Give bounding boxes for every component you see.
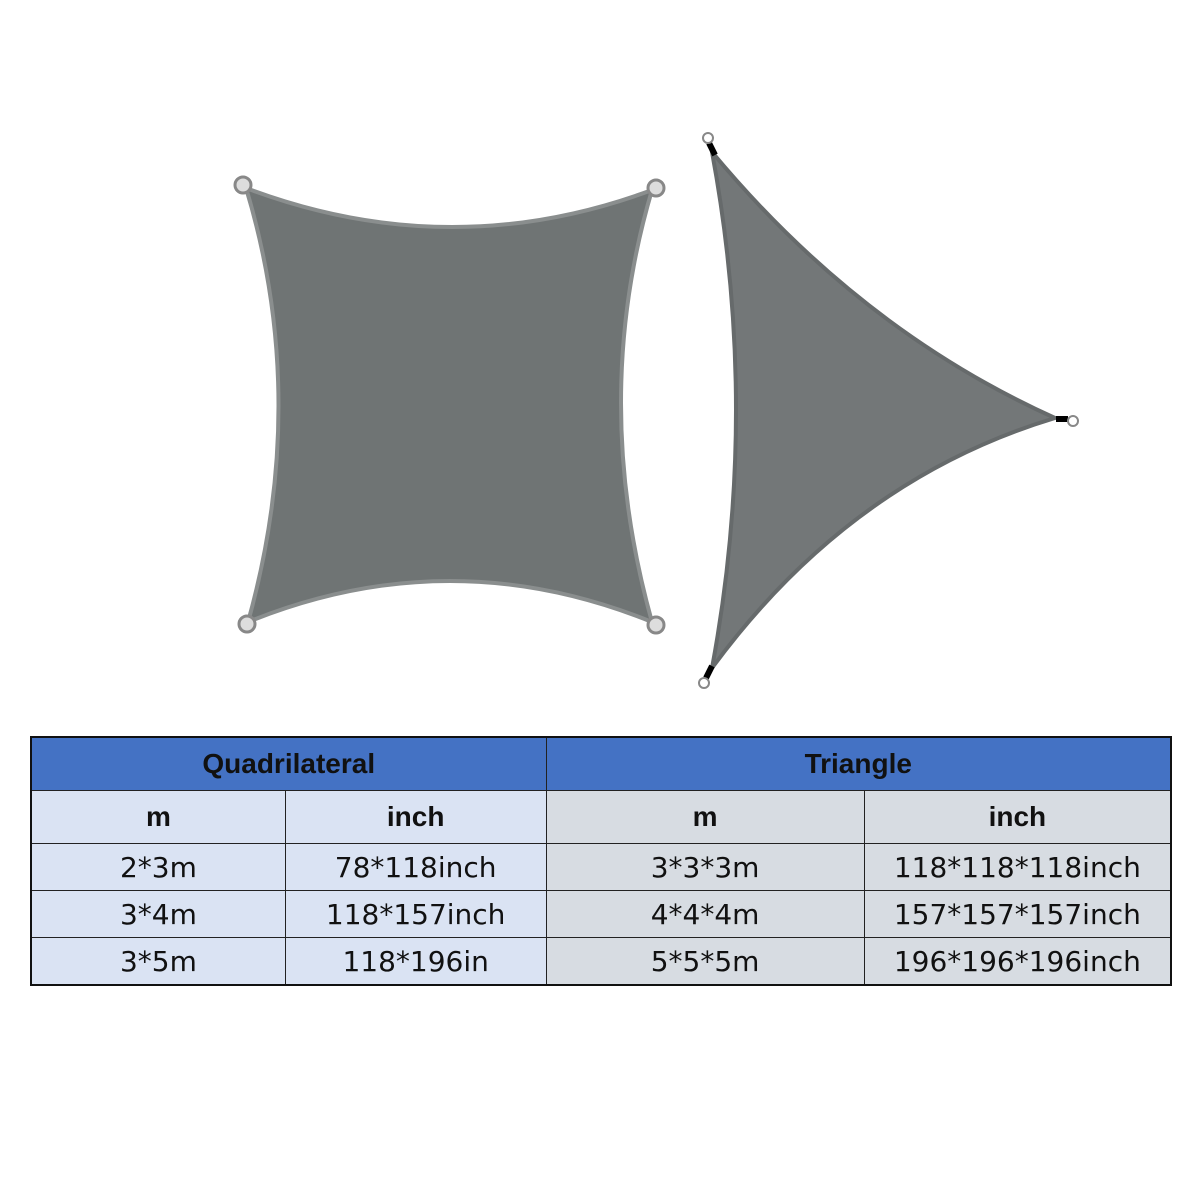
- table-row: 2*3m 78*118inch 3*3*3m 118*118*118inch: [30, 843, 1172, 891]
- quadrilateral-shade-sail-icon: [233, 175, 666, 635]
- group-quadrilateral: Quadrilateral: [30, 736, 547, 791]
- header-cell: m: [30, 790, 286, 844]
- group-header-row: Quadrilateral Triangle: [30, 736, 1172, 791]
- group-triangle: Triangle: [545, 736, 1172, 791]
- table-row: 3*5m 118*196in 5*5*5m 196*196*196inch: [30, 937, 1172, 986]
- table-cell: 118*196in: [284, 937, 547, 986]
- header-cell: inch: [284, 790, 547, 844]
- table-cell: 4*4*4m: [545, 890, 865, 938]
- table-row: 3*4m 118*157inch 4*4*4m 157*157*157inch: [30, 890, 1172, 938]
- table-cell: 3*4m: [30, 890, 286, 938]
- unit-header-row: m inch m inch: [30, 790, 1172, 844]
- table-cell: 118*157inch: [284, 890, 547, 938]
- table-cell: 157*157*157inch: [863, 890, 1172, 938]
- table-cell: 5*5*5m: [545, 937, 865, 986]
- table-cell: 78*118inch: [284, 843, 547, 891]
- header-cell: m: [545, 790, 865, 844]
- header-cell: inch: [863, 790, 1172, 844]
- table-cell: 3*3*3m: [545, 843, 865, 891]
- size-table: Quadrilateral Triangle m inch m inch 2*3…: [30, 736, 1172, 986]
- product-illustrations: [233, 132, 1079, 689]
- table-cell: 3*5m: [30, 937, 286, 986]
- table-cell: 118*118*118inch: [863, 843, 1172, 891]
- triangle-shade-sail-icon: [698, 132, 1079, 689]
- table-cell: 2*3m: [30, 843, 286, 891]
- table-cell: 196*196*196inch: [863, 937, 1172, 986]
